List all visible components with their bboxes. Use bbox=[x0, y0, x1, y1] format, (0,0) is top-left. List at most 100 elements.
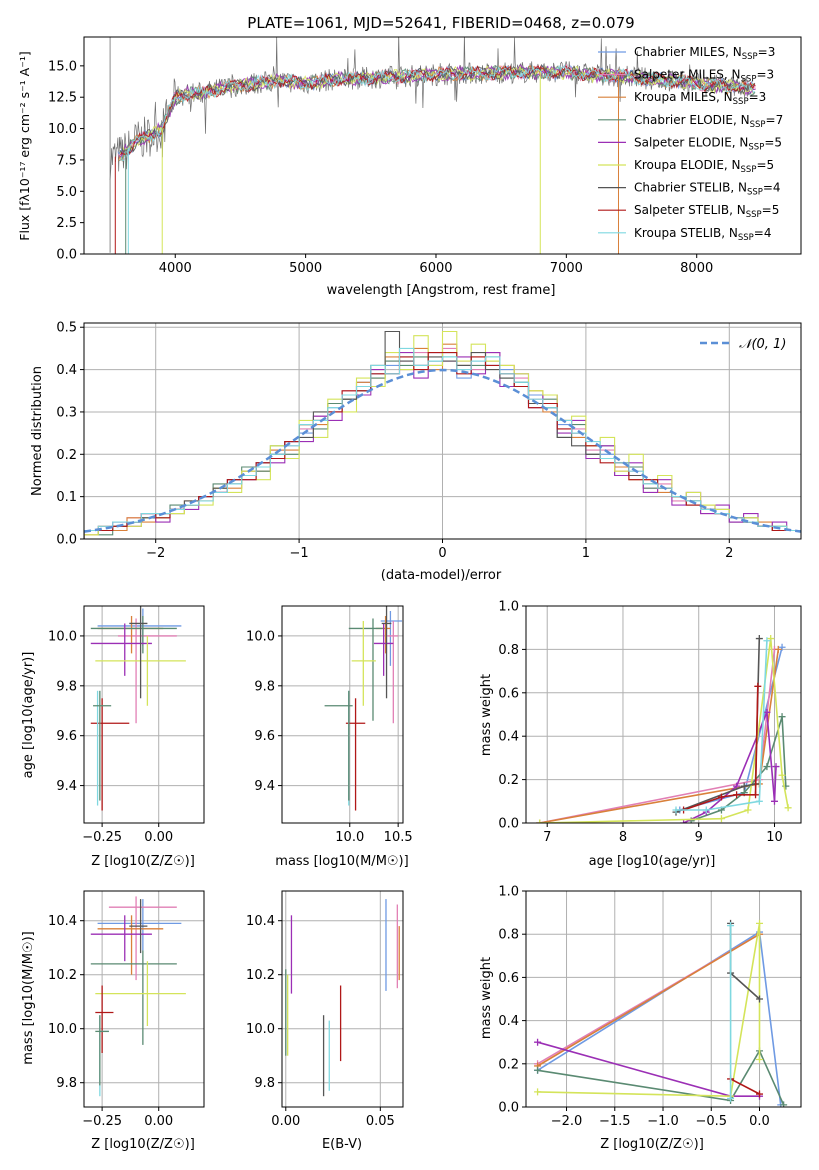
age-z-errorbar bbox=[90, 623, 152, 676]
mass-z-xlabel: Z [log10(Z/Z☉)] bbox=[91, 1137, 195, 1152]
weight-age-point-marker bbox=[754, 682, 762, 690]
mass-z-errorbar bbox=[90, 950, 177, 1045]
mass-z-xtick-label: −0.25 bbox=[82, 1114, 122, 1129]
weight-z-series-line bbox=[537, 933, 760, 1067]
weight-age-point-marker bbox=[717, 793, 725, 801]
mass-ebv-xtick-label: 0.05 bbox=[366, 1114, 395, 1129]
mass-ebv-ytick-label: 10.0 bbox=[246, 1022, 275, 1037]
weight-age-ytick-label: 1.0 bbox=[498, 600, 519, 615]
spectrum-legend-label: Salpeter STELIB, NSSP=5 bbox=[634, 203, 779, 220]
weight-age-point-marker bbox=[784, 804, 792, 812]
legend-label-text: Kroupa MILES, N bbox=[634, 90, 733, 104]
age-mass-xtick-label: 10.5 bbox=[384, 830, 413, 845]
weight-age-point-marker bbox=[772, 763, 780, 771]
legend-label-suffix: =4 bbox=[754, 226, 772, 240]
weight-age-point-marker bbox=[717, 815, 725, 823]
weight-age-point-marker bbox=[755, 635, 763, 643]
weight-age-ytick-label: 0.6 bbox=[498, 686, 519, 701]
spectrum-legend-label: Salpeter MILES, NSSP=3 bbox=[634, 68, 774, 85]
mass-ebv-xtick-label: 0.00 bbox=[271, 1114, 300, 1129]
residual-plot-area bbox=[84, 330, 801, 539]
legend-label-suffix: =5 bbox=[762, 203, 780, 217]
mass-ebv-ytick-label: 9.8 bbox=[254, 1076, 275, 1091]
legend-label-text: Chabrier MILES, N bbox=[634, 45, 742, 59]
age-z-ylabel: age [log10(age/yr)] bbox=[21, 652, 36, 779]
weight-z-ytick-label: 0.4 bbox=[498, 1014, 519, 1029]
age-z-frame bbox=[83, 605, 205, 824]
age-mass-xtick-label: 10.0 bbox=[335, 830, 364, 845]
age-mass-ytick-label: 10.0 bbox=[246, 629, 275, 644]
spectrum-xlabel: wavelength [Angstrom, rest frame] bbox=[327, 283, 556, 298]
residual-ytick-label: 0.5 bbox=[56, 321, 77, 336]
legend-label-text: Salpeter MILES, N bbox=[634, 68, 741, 82]
age-z-ytick-label: 9.4 bbox=[56, 779, 77, 794]
residual-xtick-label: 1 bbox=[582, 546, 590, 561]
mass-z-plot-area bbox=[90, 896, 186, 1097]
weight-z-ytick-label: 1.0 bbox=[498, 885, 519, 900]
model-spectrum-line bbox=[120, 64, 755, 162]
spectrum-legend-label: Chabrier MILES, NSSP=3 bbox=[634, 45, 775, 62]
mass-ebv-frame bbox=[281, 890, 404, 1108]
mass-z-xtick-label: 0.00 bbox=[144, 1114, 173, 1129]
legend-label-subscript: SSP bbox=[746, 210, 762, 220]
residual-ytick-label: 0.2 bbox=[56, 448, 77, 463]
weight-z-xtick-label: −1.5 bbox=[599, 1114, 631, 1129]
legend-label-subscript: SSP bbox=[738, 233, 754, 243]
weight-age-point-marker bbox=[763, 763, 771, 771]
weight-z-point-marker bbox=[534, 1038, 542, 1046]
age-mass-ytick-label: 9.4 bbox=[254, 779, 275, 794]
mass-z-ytick-label: 10.2 bbox=[48, 968, 77, 983]
weight-z-point-marker bbox=[534, 1066, 542, 1074]
spectrum-ytick-label: 15.0 bbox=[48, 59, 77, 74]
residual-ytick-label: 0.0 bbox=[56, 533, 77, 548]
weight-age-xtick-label: 10 bbox=[766, 830, 783, 845]
weight-z-point-marker bbox=[756, 919, 764, 927]
spectrum-title: PLATE=1061, MJD=52641, FIBERID=0468, z=0… bbox=[247, 14, 634, 32]
spectrum-axes: 4000 5000 6000 7000 8000 0.0 2.5 5.0 7.5 10.0 12.5… bbox=[48, 36, 802, 276]
age-z-ytick-label: 9.6 bbox=[56, 729, 77, 744]
gaussian-legend-label: 𝒩(0, 1) bbox=[739, 337, 786, 352]
residual-xtick-label: −1 bbox=[290, 546, 309, 561]
age-mass-plot-area bbox=[324, 606, 403, 811]
weight-age-point-marker bbox=[755, 797, 763, 805]
age-z-ytick-label: 9.8 bbox=[56, 679, 77, 694]
weight-age-frame bbox=[525, 605, 802, 824]
age-z-plot-area bbox=[90, 606, 186, 811]
age-mass-errorbar bbox=[380, 610, 403, 666]
legend-label-text: Chabrier STELIB, N bbox=[634, 181, 747, 195]
age-mass-ytick-label: 9.6 bbox=[254, 729, 275, 744]
weight-age-point-marker bbox=[767, 635, 775, 643]
age-mass-errorbar bbox=[348, 618, 383, 721]
age-mass-errorbar bbox=[373, 623, 394, 676]
weight-age-xtick-label: 9 bbox=[695, 830, 703, 845]
age-mass-xlabel: mass [log10(M/M☉)] bbox=[275, 854, 408, 869]
legend-label-subscript: SSP bbox=[748, 142, 764, 152]
residual-frame bbox=[83, 322, 802, 540]
gaussian-curve bbox=[84, 368, 801, 533]
mass-ebv-ytick-label: 10.2 bbox=[246, 968, 275, 983]
weight-age-point-marker bbox=[752, 791, 760, 799]
legend-label-text: Salpeter STELIB, N bbox=[634, 203, 746, 217]
age-mass-errorbar bbox=[387, 620, 399, 724]
legend-label-suffix: =3 bbox=[756, 68, 774, 82]
weight-age-series-line bbox=[539, 638, 789, 823]
mass-z-errorbar bbox=[90, 915, 152, 962]
spectrum-legend-label: Kroupa MILES, NSSP=3 bbox=[634, 90, 766, 107]
spectrum-legend-label: Kroupa ELODIE, NSSP=5 bbox=[634, 158, 774, 175]
age-z-errorbar bbox=[90, 615, 177, 654]
weight-z-xtick-label: 0.0 bbox=[749, 1114, 770, 1129]
mass-ebv-xlabel: E(B-V) bbox=[322, 1137, 362, 1152]
age-z-errorbar bbox=[93, 690, 112, 801]
age-mass-errorbar bbox=[351, 620, 376, 706]
legend-label-text: Salpeter ELODIE, N bbox=[634, 135, 748, 149]
legend-label-suffix: =4 bbox=[763, 181, 781, 195]
weight-z-point-marker bbox=[780, 1101, 788, 1107]
age-z-xtick-label: −0.25 bbox=[82, 830, 122, 845]
spectrum-ylabel: Flux [fλ10⁻¹⁷ erg cm⁻² s⁻¹ A⁻¹] bbox=[17, 51, 32, 240]
weight-age-plot-area bbox=[536, 635, 792, 823]
mass-z-ytick-label: 10.0 bbox=[48, 1022, 77, 1037]
spectrum-xtick-label: 5000 bbox=[289, 261, 322, 276]
mass-z-errorbar bbox=[95, 985, 114, 1053]
mass-z-errorbar bbox=[108, 896, 177, 981]
age-mass-axes: 10.0 10.5 9.4 9.6 9.8 10.0 bbox=[246, 605, 413, 845]
